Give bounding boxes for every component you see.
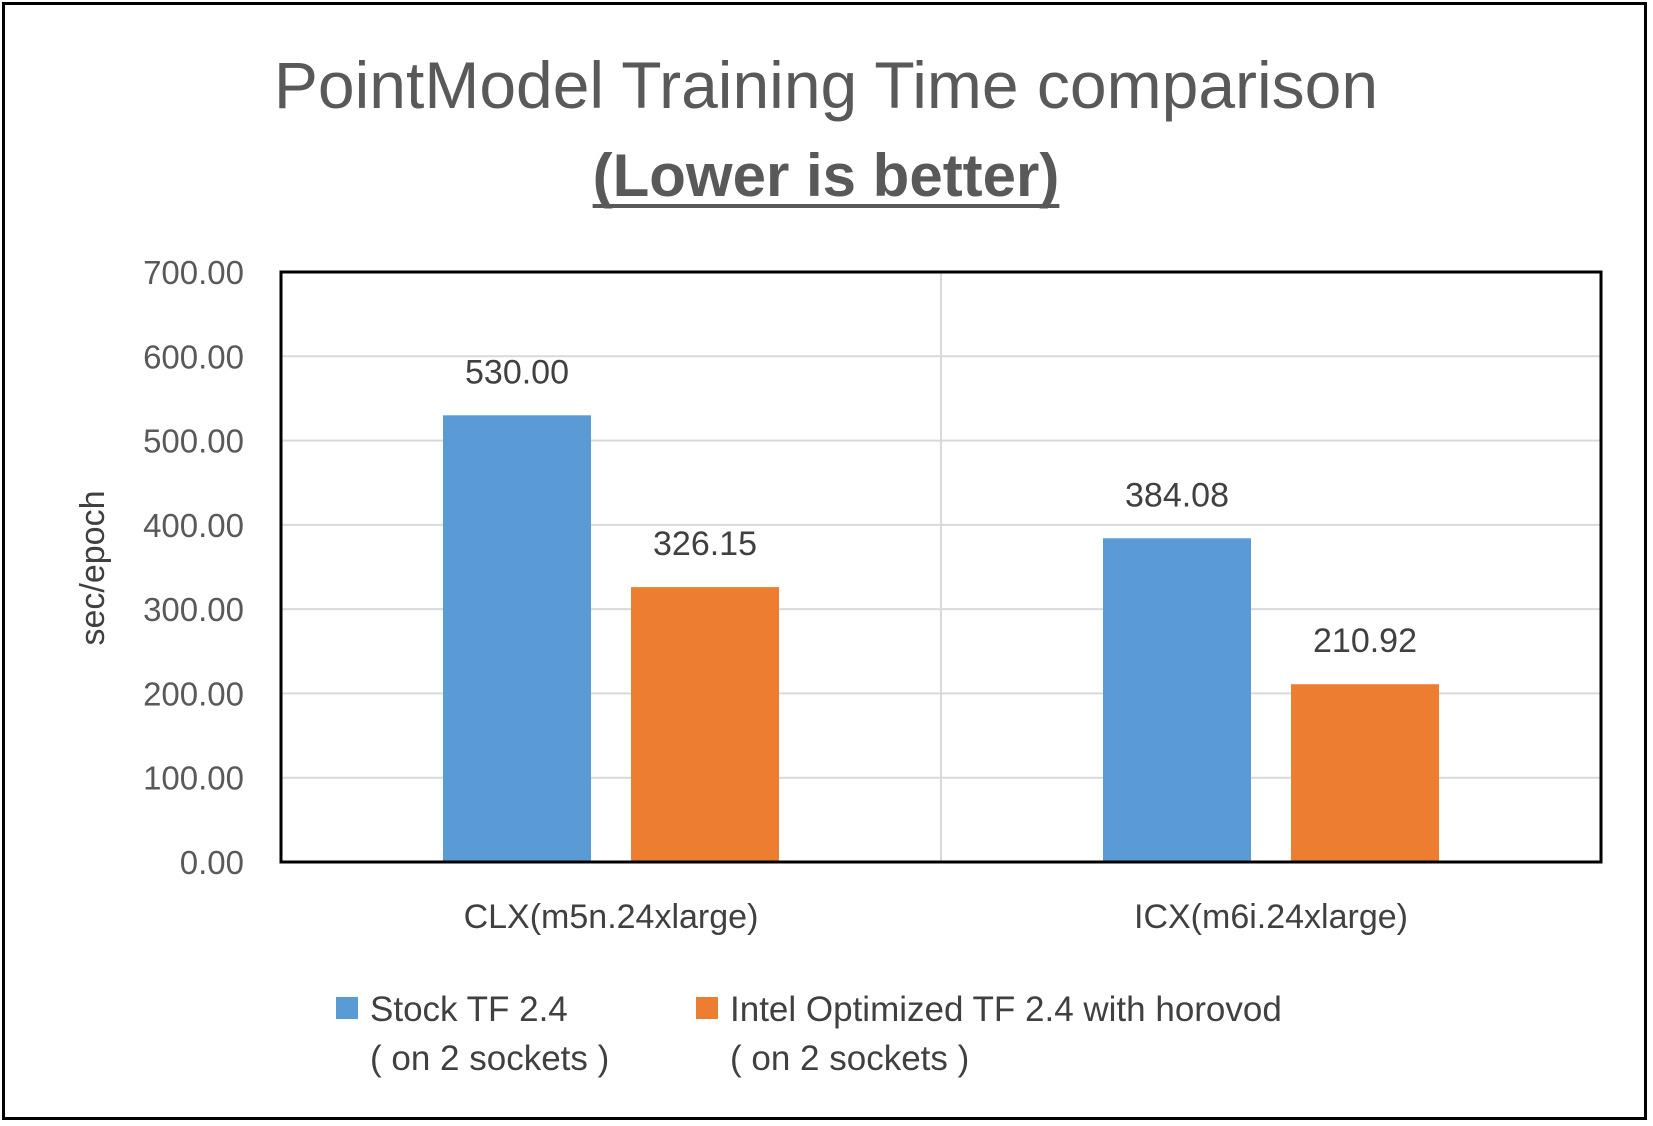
y-tick-label: 300.00 bbox=[143, 591, 244, 628]
bar bbox=[1291, 684, 1439, 862]
y-axis-ticks: 0.00 100.00 200.00 300.00 400.00 500.00 600.00… bbox=[143, 254, 244, 881]
y-tick-label: 600.00 bbox=[143, 338, 244, 375]
legend-label-line2: ( on 2 sockets ) bbox=[730, 1039, 969, 1078]
legend: Stock TF 2.4( on 2 sockets )Intel Optimi… bbox=[336, 990, 1282, 1078]
chart-subtitle: (Lower is better) bbox=[593, 142, 1060, 209]
y-axis-label: sec/epoch bbox=[74, 491, 112, 646]
x-axis-categories: CLX(m5n.24xlarge) ICX(m6i.24xlarge) bbox=[464, 898, 1408, 936]
legend-swatch bbox=[336, 997, 358, 1019]
bars bbox=[443, 415, 1439, 862]
legend-swatch bbox=[696, 997, 718, 1019]
bar bbox=[631, 587, 779, 862]
bar bbox=[1103, 538, 1251, 862]
legend-item: Stock TF 2.4 ( on 2 sockets ) bbox=[336, 990, 609, 1078]
chart-title: PointModel Training Time comparison bbox=[274, 48, 1378, 122]
legend-label: Intel Optimized TF 2.4 with horovod bbox=[730, 990, 1282, 1029]
y-tick-label: 400.00 bbox=[143, 507, 244, 544]
legend-label: Stock TF 2.4 bbox=[370, 990, 568, 1029]
x-category-label: ICX(m6i.24xlarge) bbox=[1134, 898, 1408, 936]
data-labels: 530.00 326.15 384.08 210.92 bbox=[465, 353, 1417, 660]
y-tick-label: 700.00 bbox=[143, 254, 244, 291]
y-tick-label: 200.00 bbox=[143, 675, 244, 712]
plot-area-border bbox=[279, 270, 1603, 864]
data-label: 384.08 bbox=[1125, 476, 1229, 514]
legend-item: Intel Optimized TF 2.4 with horovod ( on … bbox=[696, 990, 1282, 1078]
y-tick-label: 500.00 bbox=[143, 423, 244, 460]
data-label: 210.92 bbox=[1313, 622, 1417, 660]
y-tick-label: 0.00 bbox=[180, 844, 244, 881]
y-tick-label: 100.00 bbox=[143, 760, 244, 797]
data-label: 326.15 bbox=[653, 525, 757, 563]
x-category-label: CLX(m5n.24xlarge) bbox=[464, 898, 759, 936]
data-label: 530.00 bbox=[465, 353, 569, 391]
legend-label-line2: ( on 2 sockets ) bbox=[370, 1039, 609, 1078]
bar bbox=[443, 415, 591, 862]
